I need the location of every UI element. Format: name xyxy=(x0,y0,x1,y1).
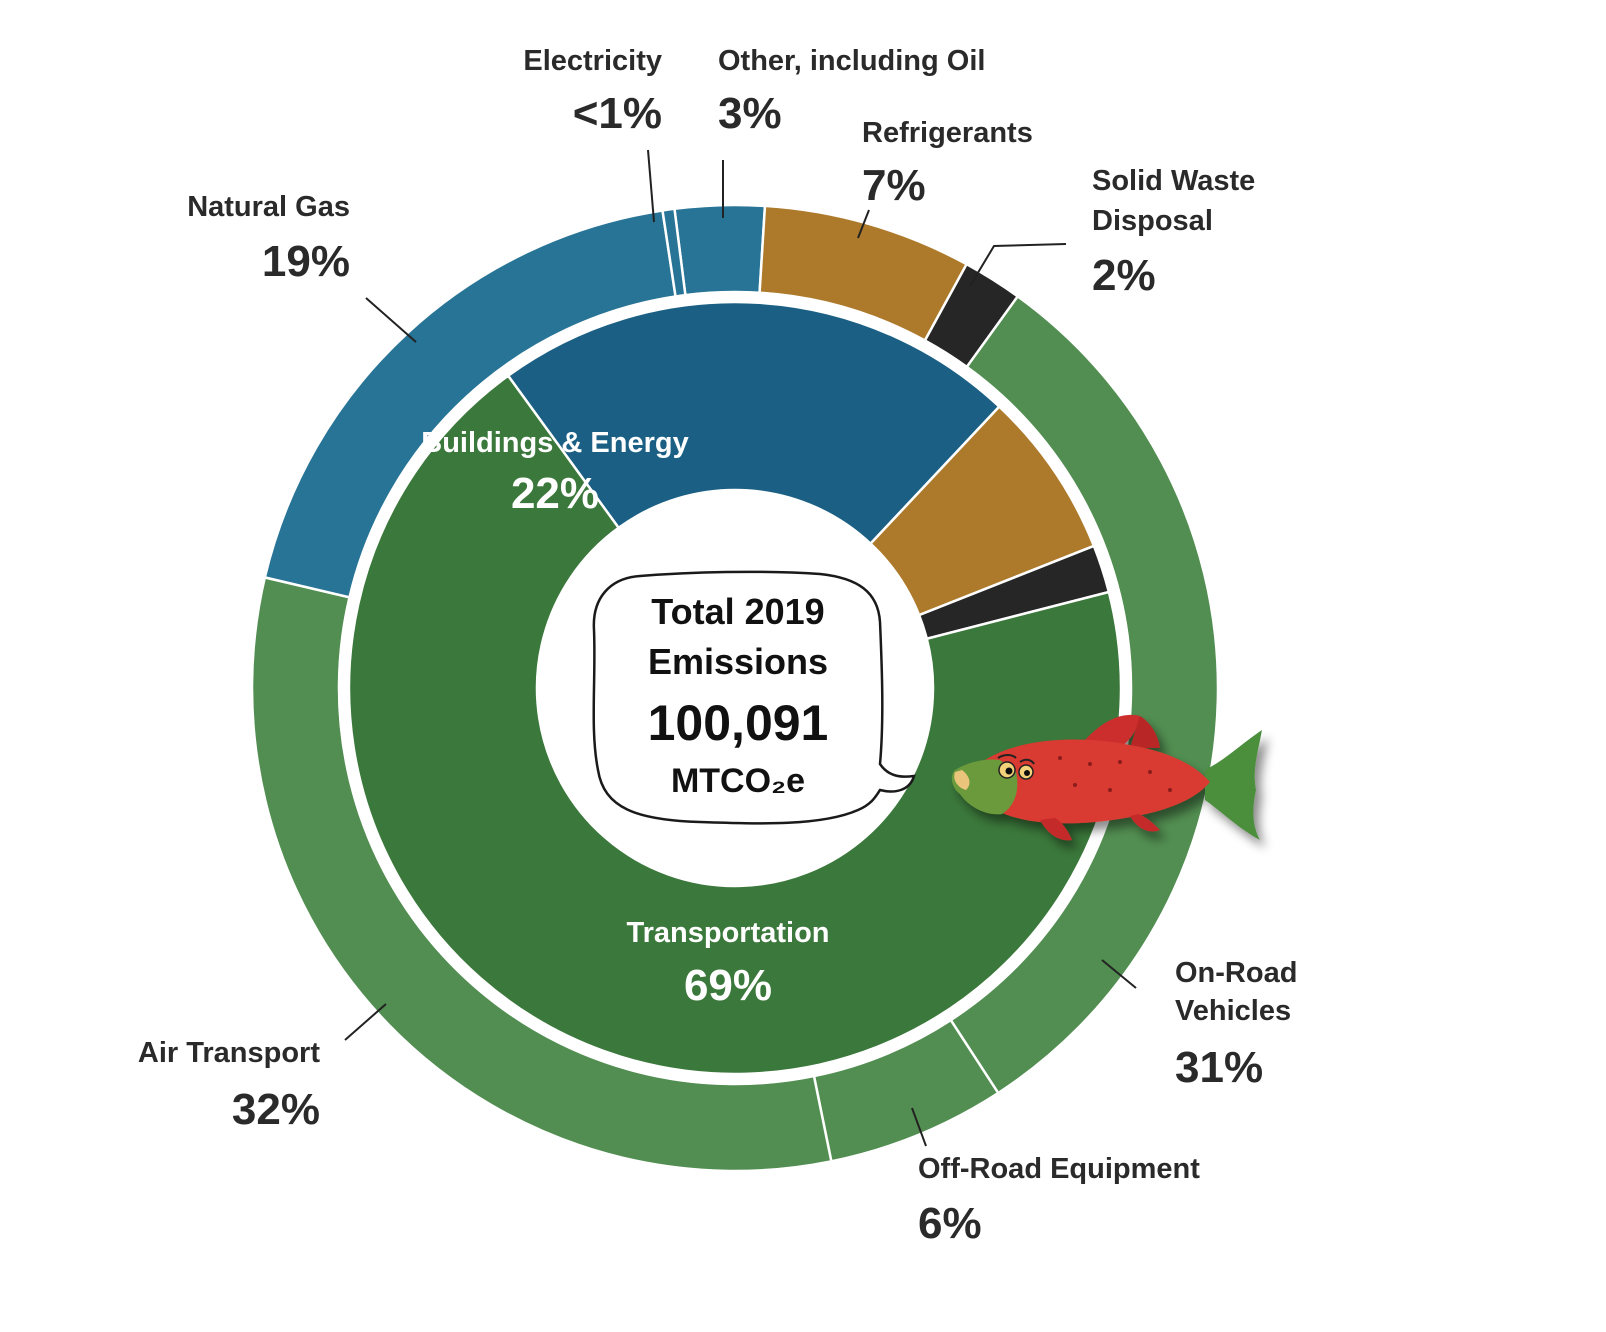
outer-value-other-including-oil: 3% xyxy=(718,89,782,138)
center-total-unit: MTCO₂e xyxy=(671,762,805,800)
inner-ring xyxy=(347,300,1123,1076)
outer-label-off-road-equipment: Off-Road Equipment xyxy=(918,1153,1200,1185)
outer-label-on-road-vehicles-line-2: Vehicles xyxy=(1175,995,1291,1027)
inner-label-transportation: Transportation xyxy=(626,917,829,949)
center-label: Total 2019 Emissions 100,091 MTCO₂e xyxy=(537,490,933,886)
leader-line-electricity xyxy=(647,149,655,223)
ring-gap xyxy=(338,291,1132,1085)
leader-line-off-road-equipment xyxy=(911,1107,927,1147)
leader-lines xyxy=(344,149,1137,1147)
outer-value-air-transport: 32% xyxy=(232,1085,320,1134)
leader-line-air-transport xyxy=(344,1003,387,1041)
outer-label-on-road-vehicles-line-1: On-Road xyxy=(1175,957,1297,989)
leader-line-on-road-vehicles xyxy=(1101,959,1137,989)
center-title-line-2: Emissions xyxy=(648,641,828,682)
outer-ring xyxy=(250,203,1220,1173)
outer-label-solid-waste-disposal-line-2: Disposal xyxy=(1092,205,1213,237)
outer-labels: Other, including Oil 3% Refrigerants 7% Soli… xyxy=(138,45,1298,1248)
inner-label-buildings-energy: Buildings & Energy xyxy=(421,427,688,459)
outer-label-air-transport: Air Transport xyxy=(138,1037,320,1069)
outer-value-solid-waste-disposal: 2% xyxy=(1092,251,1156,300)
outer-value-natural-gas: 19% xyxy=(262,237,350,286)
inner-value-buildings-energy: 22% xyxy=(511,469,599,518)
outer-value-electricity: <1% xyxy=(573,89,662,138)
leader-line-refrigerants xyxy=(857,209,870,239)
inner-labels: Buildings & Energy 22% Transportation 69% xyxy=(421,427,829,1010)
outer-label-solid-waste-disposal-line-1: Solid Waste xyxy=(1092,165,1255,197)
outer-label-natural-gas: Natural Gas xyxy=(187,191,350,223)
outer-label-other-including-oil: Other, including Oil xyxy=(718,45,985,77)
speech-bubble xyxy=(592,570,916,825)
salmon-mascot-illustration xyxy=(951,714,1262,841)
center-total-value: 100,091 xyxy=(648,695,829,751)
outer-slice-other-including-oil xyxy=(673,203,767,297)
outer-value-off-road-equipment: 6% xyxy=(918,1199,982,1248)
inner-value-transportation: 69% xyxy=(684,961,772,1010)
outer-value-refrigerants: 7% xyxy=(862,161,926,210)
leader-line-solid-waste-disposal xyxy=(969,243,1067,287)
outer-label-electricity: Electricity xyxy=(523,45,662,77)
leader-line-natural-gas xyxy=(365,297,417,343)
center-title-line-1: Total 2019 xyxy=(651,591,824,632)
outer-label-refrigerants: Refrigerants xyxy=(862,117,1033,149)
outer-value-on-road-vehicles: 31% xyxy=(1175,1043,1263,1092)
